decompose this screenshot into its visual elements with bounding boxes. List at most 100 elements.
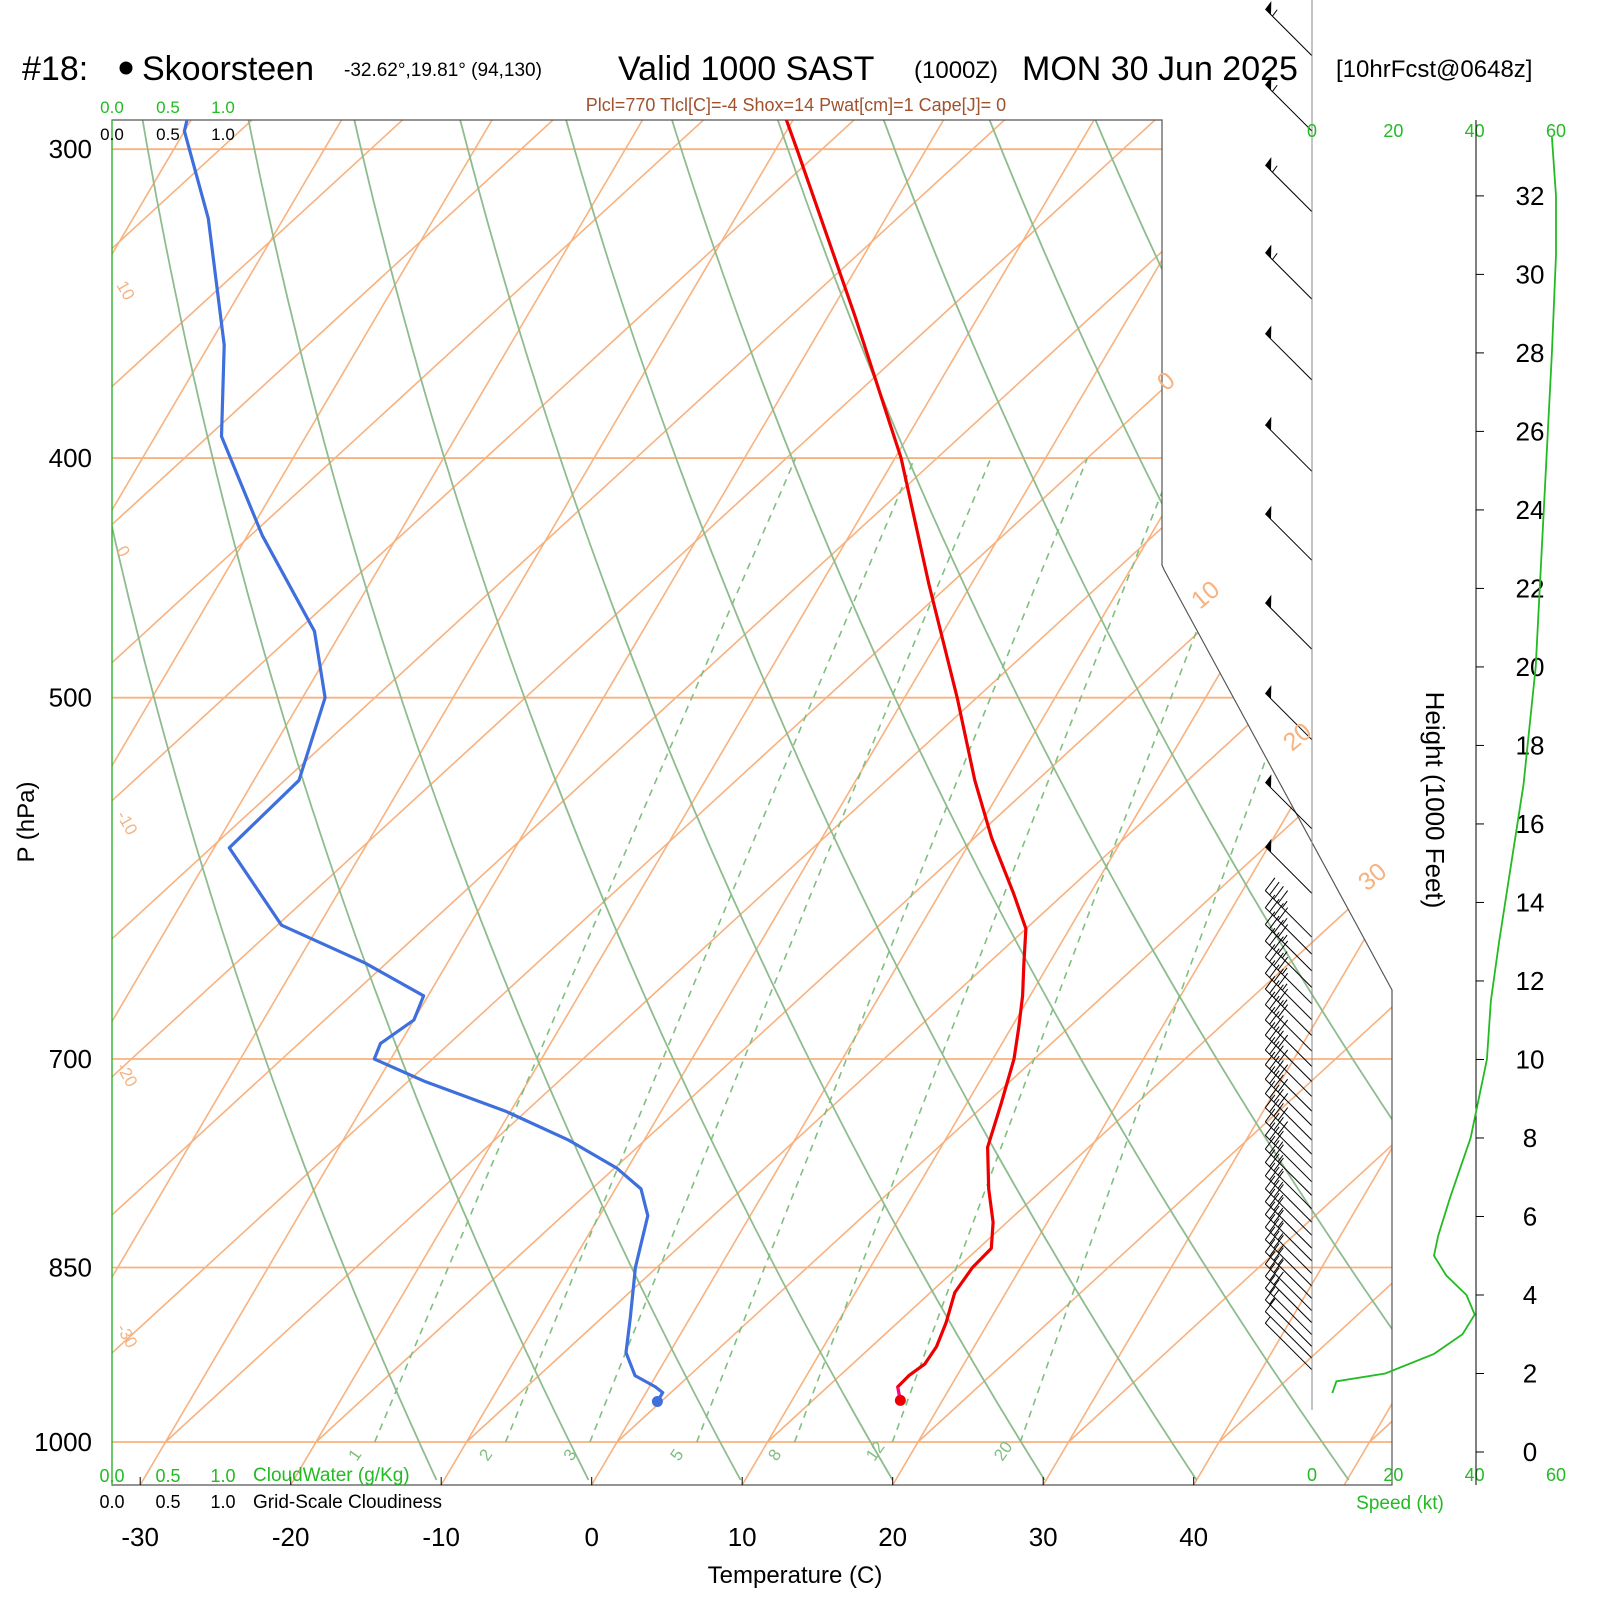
wind-speed-profile-line <box>1331 136 1557 1394</box>
wind-barb <box>1264 1316 1313 1371</box>
wind-barb <box>1264 1298 1313 1359</box>
wind-barb <box>1264 838 1313 894</box>
dry-adiabat <box>112 120 438 1481</box>
dry-adiabat <box>1200 120 1392 1481</box>
isotherm-cross-line <box>616 120 1392 1443</box>
pressure-tick-label: 300 <box>49 134 92 164</box>
pressure-tick-label: 1000 <box>34 1427 92 1457</box>
isotherm-line <box>112 120 343 1485</box>
forecast-info: [10hrFcst@0648z] <box>1336 56 1532 83</box>
wind-barb <box>1264 1094 1313 1155</box>
temperature-tick-label: -10 <box>422 1522 460 1552</box>
wind-barb <box>1264 944 1313 1005</box>
wind-barb <box>1264 975 1313 1037</box>
wind-barb-pennant <box>1265 838 1272 853</box>
wind-barb-flag <box>1269 1279 1280 1293</box>
top-cloudwater-scale-1: 0.5 <box>156 98 180 117</box>
temperature-tick-label: 30 <box>1029 1522 1058 1552</box>
dry-adiabat <box>459 120 1046 1481</box>
dry-adiabat <box>776 120 1392 1481</box>
wind-barb <box>1264 774 1313 830</box>
wind-barb <box>1264 244 1313 300</box>
isotherm-cross-line <box>1368 120 1392 1443</box>
isotherm-cross-line <box>112 120 489 1443</box>
isotherm-cross-line <box>766 120 1392 1443</box>
wind-barb-flag <box>1264 1149 1276 1163</box>
wind-barb-flag <box>1269 1084 1280 1099</box>
wind-barb-half-flag <box>1281 999 1288 1007</box>
wind-barb-staff <box>1264 1093 1313 1141</box>
wind-barb-flag <box>1264 1066 1276 1080</box>
wind-barb-flag <box>1273 1144 1284 1158</box>
height-axis-title: Height (1000 Feet) <box>1420 692 1450 909</box>
isotherm-left-label: -30 <box>113 1321 142 1352</box>
wind-barb-staff <box>1264 1251 1313 1299</box>
wind-barb-flag <box>1264 911 1276 925</box>
wind-barb-staff <box>1264 1121 1313 1169</box>
wind-barb <box>1264 1122 1313 1183</box>
isotherm-line <box>139 120 945 1485</box>
wind-barb-staff <box>1264 602 1313 650</box>
wind-barb-staff <box>1264 252 1313 300</box>
wind-barb-staff <box>1264 513 1313 561</box>
height-tick-label: 0 <box>1523 1437 1537 1467</box>
wind-barb-staff <box>1264 1214 1313 1262</box>
wind-barb-flag <box>1269 995 1280 1010</box>
top-cloudiness-scale-2: 1.0 <box>211 125 235 144</box>
wind-barb-flag <box>1264 1022 1276 1036</box>
dry-adiabat <box>882 120 1392 1481</box>
wind-barb <box>1264 911 1313 972</box>
pressure-tick-label: 700 <box>49 1044 92 1074</box>
bottom-cloudiness-scale-0: 0.0 <box>99 1492 124 1512</box>
wind-barb-flag <box>1264 1188 1276 1202</box>
wind-barb-flag <box>1273 919 1284 934</box>
wind-barb <box>1264 1214 1313 1275</box>
chart-frame <box>111 119 1393 1486</box>
wind-barb-staff <box>1264 1226 1313 1275</box>
isotherm-cross-line <box>112 120 188 1443</box>
height-tick-label: 12 <box>1516 966 1545 996</box>
wind-barb-pennant <box>1265 416 1272 431</box>
isotherm-line <box>290 120 1095 1485</box>
wind-barb-flag <box>1273 1103 1284 1117</box>
height-tick-label: 28 <box>1516 338 1545 368</box>
height-tick-label: 26 <box>1516 416 1545 446</box>
wind-barb-half-flag <box>1277 1168 1284 1176</box>
wind-barb-flag <box>1269 1205 1280 1220</box>
wind-barb-flag <box>1269 1098 1280 1113</box>
wind-barb-flag <box>1269 881 1280 896</box>
wind-barb-flag <box>1277 1034 1289 1049</box>
wind-barb-flag <box>1269 1179 1280 1194</box>
wind-barb-flag <box>1273 936 1284 950</box>
wind-barb-flag <box>1273 984 1284 998</box>
wind-barb-flag <box>1264 1214 1276 1228</box>
wind-barb <box>1264 1226 1313 1287</box>
height-tick-label: 2 <box>1523 1358 1537 1388</box>
height-tick-label: 24 <box>1516 495 1545 525</box>
wind-barbs <box>1264 0 1313 1410</box>
dry-adiabat <box>141 120 590 1481</box>
wind-barb-staff <box>1264 1287 1313 1336</box>
mixing-ratio-label: 1 <box>344 1446 365 1465</box>
isotherm-cross-line <box>112 120 639 1443</box>
isotherm-cross-line <box>112 120 1091 1443</box>
temperature-tick-label: 10 <box>728 1522 757 1552</box>
wind-barb-staff <box>1264 1299 1313 1347</box>
height-tick-label: 16 <box>1516 809 1545 839</box>
wind-barb-pennant <box>1265 1 1272 15</box>
mixing-ratio-line <box>793 457 1177 1443</box>
wind-barb-flag <box>1273 1015 1284 1029</box>
speed-axis-title: Speed (kt) <box>1356 1493 1444 1514</box>
wind-barb <box>1264 877 1313 938</box>
wind-barb-half-flag <box>1272 84 1278 92</box>
dry-adiabat <box>247 120 742 1481</box>
wind-barb-staff <box>1264 1188 1313 1236</box>
isotherm-cross-line <box>315 120 1392 1443</box>
wind-barb-flag <box>1269 1112 1280 1127</box>
wind-barb-flag <box>1264 1094 1276 1108</box>
wind-barb-flag <box>1269 948 1280 962</box>
height-tick-label: 14 <box>1516 887 1545 917</box>
wind-barb-flag <box>1269 1153 1280 1167</box>
wind-barb-flag <box>1273 1000 1284 1014</box>
wind-barb-flag <box>1277 988 1289 1003</box>
